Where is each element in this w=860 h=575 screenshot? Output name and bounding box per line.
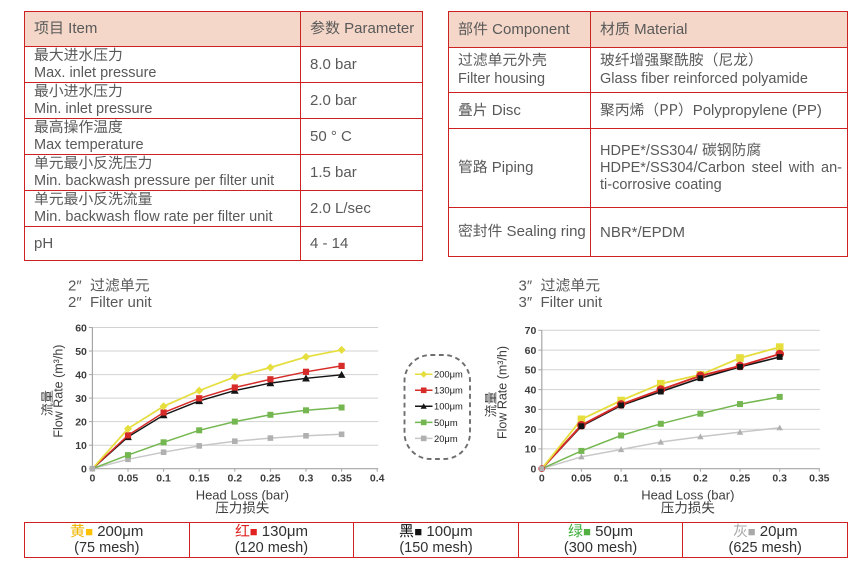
svg-text:0.35: 0.35 — [809, 473, 830, 485]
svg-text:50: 50 — [75, 346, 87, 358]
svg-text:0.2: 0.2 — [227, 473, 242, 485]
svg-text:Flow Rate (m³/h): Flow Rate (m³/h) — [52, 345, 66, 438]
svg-text:0: 0 — [539, 473, 545, 485]
svg-text:0.05: 0.05 — [571, 473, 592, 485]
svg-text:0: 0 — [530, 464, 536, 476]
svg-text:0.1: 0.1 — [614, 473, 629, 485]
svg-text:100μm: 100μm — [434, 401, 463, 412]
svg-text:30: 30 — [75, 393, 87, 405]
svg-text:50: 50 — [525, 365, 537, 377]
svg-text:20μm: 20μm — [434, 433, 458, 444]
svg-text:2″: 2″ — [68, 278, 82, 295]
svg-text:60: 60 — [75, 322, 87, 334]
svg-text:10: 10 — [75, 440, 87, 452]
svg-text:0.35: 0.35 — [331, 473, 352, 485]
svg-text:0.3: 0.3 — [299, 473, 314, 485]
svg-text:Flow Rate (m³/h): Flow Rate (m³/h) — [495, 346, 509, 439]
svg-text:Filter unit: Filter unit — [541, 294, 604, 311]
svg-text:0: 0 — [89, 473, 95, 485]
svg-text:40: 40 — [75, 369, 87, 381]
svg-text:2″: 2″ — [68, 294, 82, 311]
svg-text:0.25: 0.25 — [260, 473, 281, 485]
svg-text:60: 60 — [525, 345, 537, 357]
svg-text:70: 70 — [525, 325, 537, 337]
svg-text:3″: 3″ — [519, 278, 533, 295]
svg-text:Head Loss (bar): Head Loss (bar) — [641, 488, 734, 503]
svg-text:40: 40 — [525, 384, 537, 396]
svg-text:0.25: 0.25 — [730, 473, 751, 485]
svg-text:50μm: 50μm — [434, 417, 458, 428]
svg-text:0.15: 0.15 — [651, 473, 672, 485]
svg-text:0.2: 0.2 — [693, 473, 708, 485]
svg-text:20: 20 — [75, 416, 87, 428]
svg-text:0: 0 — [81, 464, 87, 476]
svg-text:0.05: 0.05 — [118, 473, 139, 485]
svg-text:20: 20 — [525, 424, 537, 436]
svg-text:0.3: 0.3 — [772, 473, 787, 485]
svg-text:10: 10 — [525, 444, 537, 456]
svg-text:30: 30 — [525, 404, 537, 416]
svg-text:Filter unit: Filter unit — [90, 294, 153, 311]
svg-text:3″: 3″ — [519, 294, 533, 311]
svg-text:0.1: 0.1 — [156, 473, 171, 485]
svg-text:0.15: 0.15 — [189, 473, 210, 485]
svg-text:0.4: 0.4 — [370, 473, 385, 485]
svg-text:Head Loss (bar): Head Loss (bar) — [196, 488, 289, 503]
svg-text:200μm: 200μm — [434, 369, 463, 380]
svg-text:130μm: 130μm — [434, 385, 463, 396]
